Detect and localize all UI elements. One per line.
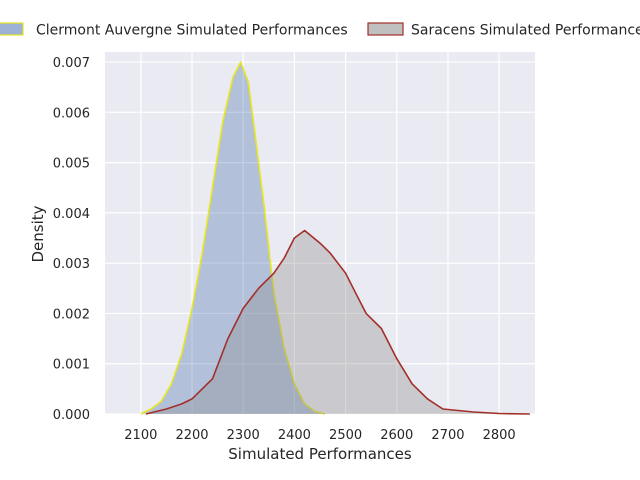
x-tick-label: 2400	[278, 428, 311, 443]
x-tick-label: 2700	[431, 428, 464, 443]
y-tick-label: 0.002	[53, 307, 90, 322]
legend: Clermont Auvergne Simulated Performances…	[0, 22, 640, 39]
y-tick-label: 0.005	[53, 157, 90, 172]
y-tick-label: 0.001	[53, 358, 90, 373]
density-line-series-2	[145, 229, 530, 415]
x-tick-label: 2300	[227, 428, 260, 443]
legend-swatch-series-1	[0, 22, 24, 36]
y-tick-label: 0.006	[53, 106, 90, 121]
y-tick-label: 0.003	[53, 257, 90, 272]
x-tick-label: 2800	[483, 428, 516, 443]
y-tick-labels: 0.000 0.001 0.002 0.003 0.004 0.005 0.006 0.007	[53, 56, 90, 423]
x-tick-label: 2100	[124, 428, 157, 443]
legend-label-series-2: Saracens Simulated Performances	[411, 23, 640, 39]
density-areas	[140, 61, 530, 415]
x-tick-label: 2600	[380, 428, 413, 443]
density-line-series-1	[140, 61, 326, 415]
density-area-series-1	[140, 62, 326, 414]
y-axis-label: Density	[29, 205, 47, 262]
density-area-series-2	[146, 230, 530, 414]
x-axis-label: Simulated Performances	[228, 445, 412, 463]
x-tick-label: 2200	[175, 428, 208, 443]
legend-label-series-1: Clermont Auvergne Simulated Performances	[36, 23, 348, 39]
legend-swatch-series-2	[367, 22, 404, 36]
y-tick-label: 0.004	[53, 207, 90, 222]
y-tick-label: 0.000	[53, 408, 90, 423]
x-tick-label: 2500	[329, 428, 362, 443]
y-tick-label: 0.007	[53, 56, 90, 71]
grid	[105, 52, 535, 415]
x-tick-labels: 2100 2200 2300 2400 2500 2600 2700 2800	[124, 428, 515, 443]
